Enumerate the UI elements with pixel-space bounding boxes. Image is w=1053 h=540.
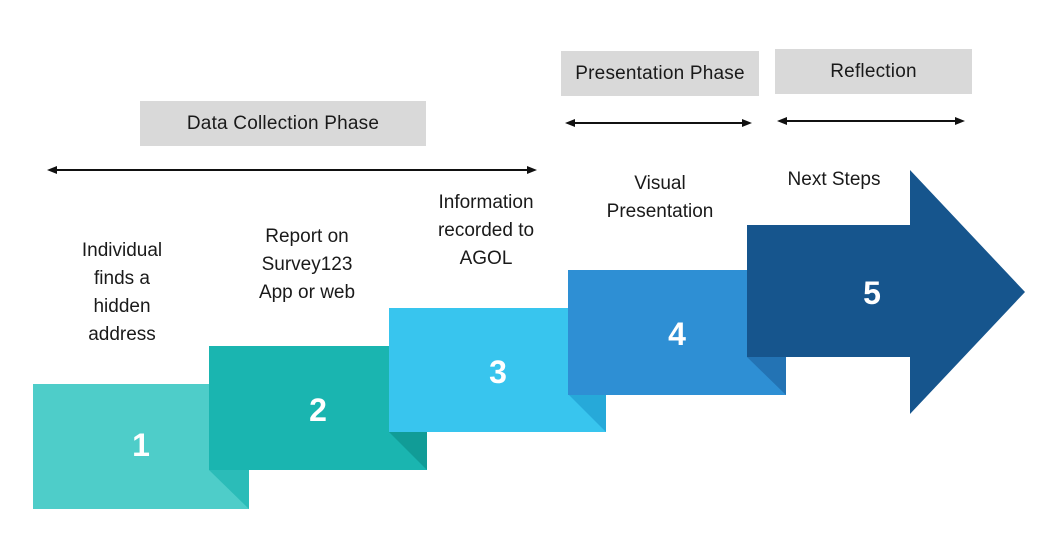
step-5-description: Next Steps	[787, 169, 881, 190]
data-collection-phase-label: Data Collection Phase	[140, 101, 426, 146]
step-4-description: Visual Presentation	[606, 173, 714, 222]
step-3-number: 3	[489, 354, 507, 390]
step-2-description: Report on Survey123 App or web	[258, 226, 356, 303]
step-4-fold	[747, 357, 786, 395]
step-3-description: Information recorded to AGOL	[437, 192, 535, 269]
step-5-number: 5	[863, 275, 881, 311]
step-3-fold	[568, 394, 606, 432]
presentation-phase-label: Presentation Phase	[561, 51, 759, 96]
data-collection-phase-text: Data Collection Phase	[186, 112, 380, 134]
step-4-number: 4	[668, 316, 686, 352]
reflection-phase-text: Reflection	[830, 60, 917, 82]
step-1-fold	[209, 470, 249, 509]
step-2-number: 2	[309, 392, 327, 428]
step-1-number: 1	[132, 427, 150, 463]
step-1-description: Individual finds a hidden address	[81, 240, 163, 345]
step-5-arrow	[747, 170, 1025, 414]
reflection-phase-label: Reflection	[775, 49, 972, 94]
presentation-phase-text: Presentation Phase	[575, 62, 745, 84]
step-2-fold	[389, 432, 427, 470]
